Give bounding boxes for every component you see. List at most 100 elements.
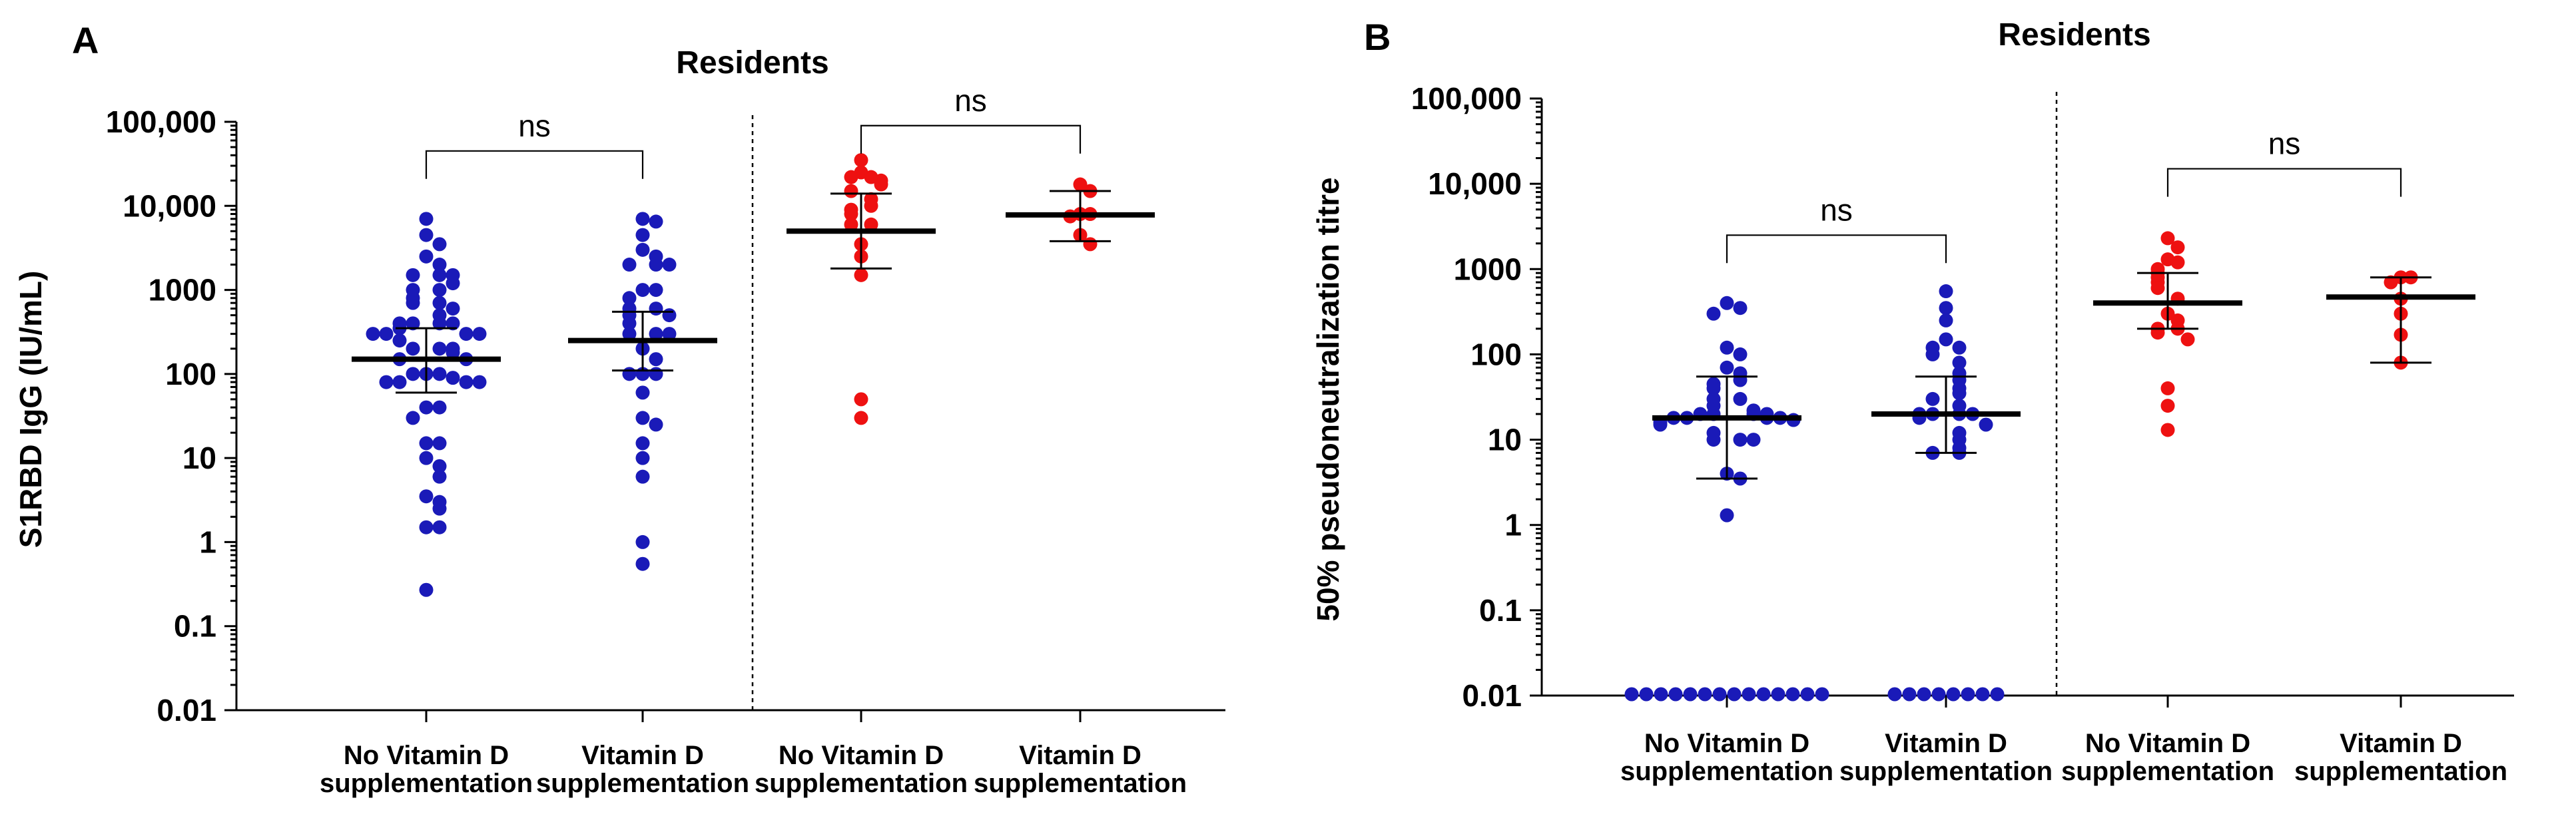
panel-a-data-point [844,184,858,198]
panel-b-data-point [1706,433,1721,447]
panel-a-data-point [419,400,434,415]
panel-b-data-point [1653,417,1668,432]
panel-b-y-tick-label: 1 [1504,508,1522,542]
panel-b-x-category-label: supplementation [2061,757,2274,786]
panel-b-data-point [1746,433,1761,447]
panel-a-data-point [844,217,858,232]
panel-a-data-point [854,392,868,407]
panel-b-data-point [1720,340,1734,355]
panel-a-data-point [472,375,487,389]
panel-a-y-axis-label: S1RBD IgG (IU/mL) [13,271,48,548]
panel-b-data-point [1887,687,1902,702]
panel-b-data-point [1756,687,1771,702]
panel-b-title: Residents [1998,17,2150,53]
panel-b-data-point [1720,296,1734,310]
panel-a-x-category-label: No Vitamin D [779,741,944,770]
panel-a-data-point [406,316,420,331]
panel-b-data-point [2160,423,2175,437]
panel-a-letter: A [72,19,99,61]
panel-a-data-point [432,341,447,356]
panel-b-data-point [1946,687,1961,702]
panel-b-x-category-label: Vitamin D [2340,729,2462,758]
panel-a-data-point [432,258,447,272]
panel-b-y-tick-label: 100,000 [1411,81,1522,116]
panel-b-x-category-label: Vitamin D [1885,729,2007,758]
panel-b-data-point [1979,417,1993,432]
panel-b-y-axis-label: 50% pseudoneutralization titre [1311,177,1345,621]
panel-b-y-tick-label: 1000 [1454,252,1522,286]
panel-b-data-point [2180,332,2195,347]
panel-a: A Residents S1RBD IgG (IU/mL) 0.01 0.1 1 10… [13,19,1225,798]
panel-a-data-point [635,228,650,242]
panel-a-data-point [446,371,460,385]
panel-a-data-point [1083,237,1098,252]
panel-a-title: Residents [676,45,828,81]
panel-a-data-point [432,400,447,415]
panel-b-data-point [1733,347,1748,361]
panel-a-data-point [432,237,447,252]
panel-b-data-point [2170,240,2185,255]
panel-a-significance-bracket [425,150,644,179]
panel-b-data-point [2150,281,2165,296]
panel-a-data-point [446,345,460,360]
panel-a-x-category-label: No Vitamin D [344,741,509,770]
panel-a-y-tick-label: 10 [182,441,216,475]
panel-b-data-point [1917,687,1931,702]
panel-b-data-point [1975,687,1990,702]
panel-a-data-point [635,283,650,298]
panel-a-data-point [635,469,650,484]
panel-a-data-point [635,534,650,549]
panel-b-significance-bracket [1726,234,1947,264]
panel-a-data-point [432,296,447,310]
panel-a-y-tick-label: 0.1 [174,609,216,644]
panel-a-data-point [432,316,447,331]
panel-a-data-point [419,436,434,451]
panel-a-data-point [1073,177,1088,192]
panel-b-data-point [1939,313,1953,327]
panel-a-data-point [419,451,434,465]
panel-b-y-tick-label: 10 [1488,423,1522,457]
panel-b-data-point [2160,399,2175,413]
panel-a-plot-area: 0.01 0.1 1 10 100 1000 10,000 100,000 No Vitamin… [106,83,1225,798]
panel-a-data-point [635,556,650,571]
panel-b-letter: B [1364,16,1391,58]
panel-a-data-point [419,228,434,242]
panel-a-data-point [419,520,434,534]
panel-a-y-tick-label: 1 [199,524,216,559]
panel-b-significance-label: ns [1820,192,1853,227]
panel-a-y-tick-label: 0.01 [157,693,216,728]
panel-b-data-point [1733,433,1748,447]
panel-a-data-point [622,367,637,381]
panel-b-data-point [1733,373,1748,387]
panel-b-data-point [1952,386,1967,401]
panel-a-data-point [649,258,663,272]
panel-a-data-point [622,316,637,331]
panel-b-data-point [2384,275,2398,290]
panel-a-x-category-label: Vitamin D [1019,741,1141,770]
panel-a-data-point [635,411,650,425]
panel-a-data-point [649,302,663,316]
panel-a-data-point [649,367,663,381]
panel-b-y-tick-label: 100 [1470,337,1522,371]
panel-a-data-point [432,268,447,282]
panel-a-data-point [406,367,420,381]
panel-a-data-point [864,217,878,232]
panel-a-data-point [432,459,447,473]
panel-b-data-point [2160,231,2175,246]
panel-a-data-point [622,291,637,306]
panel-b-data-point [1785,687,1800,702]
panel-a-data-point [446,268,460,282]
panel-b-data-point [1698,687,1712,702]
panel-a-data-point [635,436,650,451]
panel-b: B Residents 50% pseudoneutralization tit… [1311,16,2514,786]
panel-b-data-point [1720,508,1734,522]
panel-a-y-tick-label: 100 [165,357,216,391]
panel-b-data-point [1939,332,1953,347]
panel-a-data-point [622,327,637,341]
panel-b-data-point [1902,687,1917,702]
panel-b-data-point [1733,391,1748,406]
panel-b-data-point [1800,687,1815,702]
panel-a-data-point [419,249,434,264]
panel-b-data-point [1706,306,1721,321]
panel-a-data-point [392,333,407,348]
